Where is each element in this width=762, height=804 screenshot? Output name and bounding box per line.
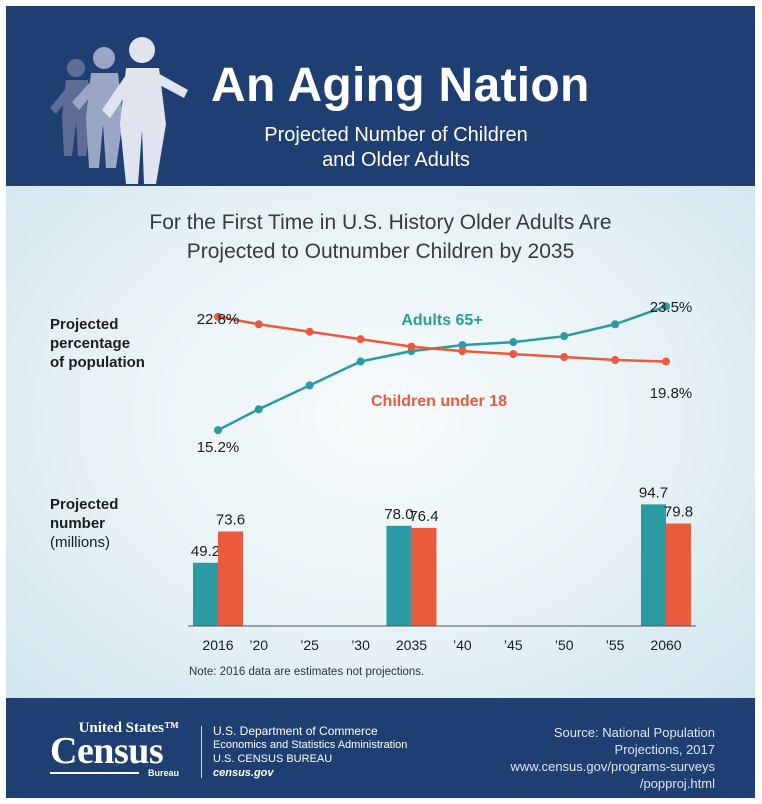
bar-value-label: 94.7 xyxy=(639,484,668,501)
adults-65-plus-bar xyxy=(641,504,666,626)
agency-line: Economics and Statistics Administration xyxy=(213,739,408,751)
line-panel-label: Projected xyxy=(50,316,118,333)
children-under-18-point xyxy=(356,335,365,344)
adults-65-plus-point xyxy=(214,426,222,435)
agency-website-link[interactable]: census.gov xyxy=(213,767,274,779)
bar-value-label: 79.8 xyxy=(664,504,693,521)
x-tick-label: 2016 xyxy=(202,637,233,653)
chart-area: For the First Time in U.S. History Older… xyxy=(6,186,755,698)
x-axis: 2016 ’20 ’25 ’30 2035 ’40 ’45 ’50 ’55 2060 xyxy=(188,625,696,653)
line-data-label: 23.5% xyxy=(650,299,693,316)
adults-65-plus-point xyxy=(662,302,670,311)
header-banner: An Aging Nation Projected Number of Chil… xyxy=(6,6,755,186)
children-under-18-point xyxy=(560,353,569,362)
children-under-18-point xyxy=(254,320,263,329)
source-note: Source: National Population Projections,… xyxy=(511,724,715,792)
x-tick-label: 2035 xyxy=(396,637,427,653)
bar-panel-label: (millions) xyxy=(50,534,110,551)
chart-note: Note: 2016 data are estimates not projec… xyxy=(189,666,424,678)
page-title: An Aging Nation xyxy=(211,59,590,112)
children-under-18-point xyxy=(662,357,670,366)
bar-value-label: 73.6 xyxy=(216,511,245,528)
logo-rule xyxy=(50,772,139,774)
subtitle-line: and Older Adults xyxy=(322,149,470,171)
adults-65-plus-point xyxy=(611,320,620,329)
chart-svg: Projected percentage of population Proje… xyxy=(50,299,696,678)
adults-65-plus-point xyxy=(254,405,263,414)
bar-value-label: 78.0 xyxy=(384,506,413,523)
x-tick-label: ’55 xyxy=(606,637,625,653)
children-under-18-bar xyxy=(411,527,437,626)
bar-value-label: 49.2 xyxy=(191,543,220,560)
adults-65-plus-bar xyxy=(386,525,412,626)
infographic: An Aging Nation Projected Number of Chil… xyxy=(6,6,755,798)
children-under-18-point xyxy=(458,347,467,356)
children-under-18-point xyxy=(305,327,314,336)
footer-banner: United States™ Census Bureau U.S. Depart… xyxy=(6,698,755,798)
x-tick-label: 2060 xyxy=(650,637,681,653)
source-link[interactable]: www.census.gov/programs-surveys xyxy=(510,759,715,774)
source-line: Source: National Population xyxy=(553,725,715,740)
source-link[interactable]: /popproj.html xyxy=(639,776,715,791)
page-subtitle: Projected Number of Children and Older A… xyxy=(211,123,581,173)
headline-line: Projected to Outnumber Children by 2035 xyxy=(186,240,575,263)
bar-chart: 49.2 73.6 78.076.4 94.7 79.8 xyxy=(191,484,693,626)
logo-text: Census xyxy=(50,730,164,772)
children-under-18-point xyxy=(214,312,222,321)
adults-65-plus-point xyxy=(560,332,569,341)
chart-headline: For the First Time in U.S. History Older… xyxy=(6,208,755,266)
children-under-18-point xyxy=(509,350,518,359)
adults-65-plus-bar xyxy=(193,562,218,626)
line-data-label: 19.8% xyxy=(650,385,693,402)
adults-65-plus-point xyxy=(305,381,314,390)
children-under-18-point xyxy=(407,342,416,351)
line-panel-label: of population xyxy=(50,354,145,371)
children-under-18-bar xyxy=(666,523,691,626)
footer-divider xyxy=(201,726,202,778)
bar-value-label: 76.4 xyxy=(409,508,438,525)
subtitle-line: Projected Number of Children xyxy=(264,124,528,146)
bar-panel-label: number xyxy=(50,515,105,532)
series-label-adults: Adults 65+ xyxy=(401,312,482,329)
x-tick-label: ’45 xyxy=(504,637,523,653)
logo-text: United States™ xyxy=(78,720,179,736)
series-label-children: Children under 18 xyxy=(371,393,507,410)
adults-65-plus-point xyxy=(356,357,365,366)
source-line: Projections, 2017 xyxy=(614,742,715,757)
adults-65-plus-point xyxy=(509,338,518,347)
bar-panel-label: Projected xyxy=(50,496,118,513)
children-under-18-bar xyxy=(218,531,243,626)
aging-people-icon xyxy=(50,37,188,184)
logo-text: Bureau xyxy=(147,768,179,778)
x-tick-label: ’25 xyxy=(300,637,319,653)
line-data-label: 15.2% xyxy=(197,439,240,456)
line-chart: 22.8% 15.2% 23.5% 19.8% Adults 65+ Children u… xyxy=(197,299,693,456)
agency-line: U.S. CENSUS BUREAU xyxy=(213,753,333,765)
headline-line: For the First Time in U.S. History Older… xyxy=(149,211,612,234)
children-under-18-line xyxy=(217,315,667,363)
line-data-label: 22.8% xyxy=(197,311,240,328)
children-under-18-point xyxy=(611,356,620,365)
x-tick-label: ’20 xyxy=(249,637,268,653)
census-bureau-logo: United States™ Census Bureau xyxy=(50,720,185,780)
agency-info: U.S. Department of Commerce Economics an… xyxy=(213,724,407,780)
agency-line: U.S. Department of Commerce xyxy=(213,724,378,738)
x-tick-label: ’40 xyxy=(453,637,472,653)
x-tick-label: ’30 xyxy=(351,637,370,653)
adults-65-plus-point xyxy=(458,341,467,350)
x-tick-label: ’50 xyxy=(555,637,574,653)
line-panel-label: percentage xyxy=(50,335,130,352)
